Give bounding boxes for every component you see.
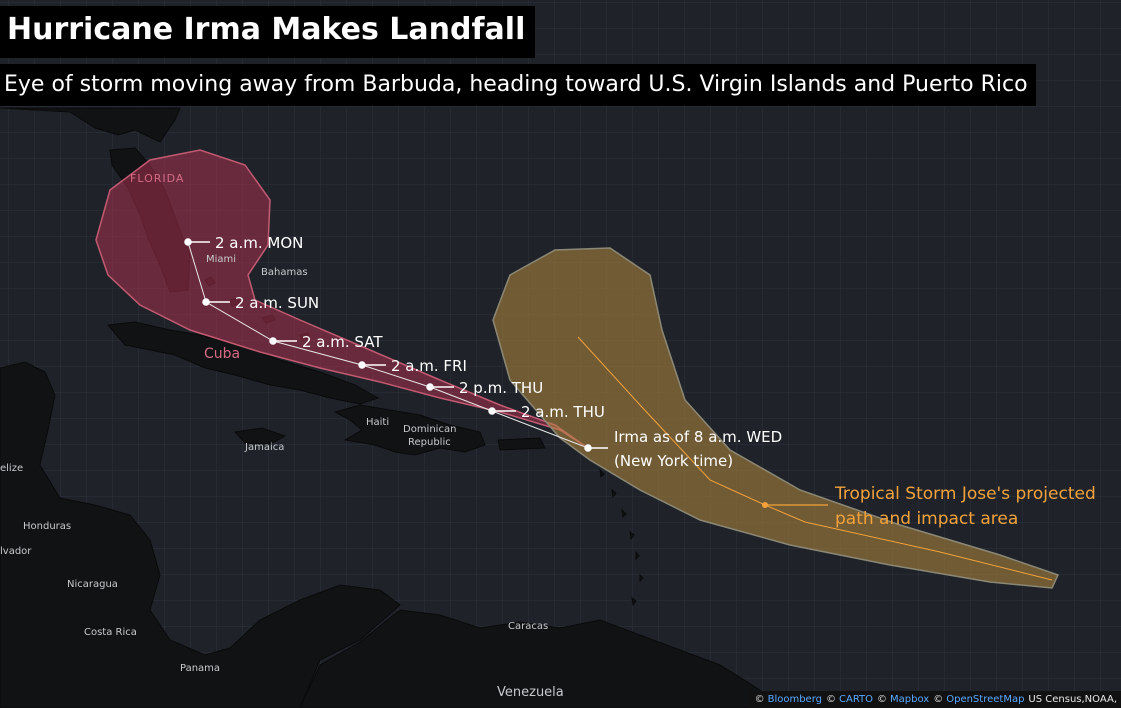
jamaica-land [233,427,287,445]
place-jamaica: Jamaica [244,442,284,453]
jose-label-line1: Tropical Storm Jose's projected [834,484,1096,504]
irma-point-mon [184,238,192,246]
copyright-symbol: © [826,694,836,705]
attribution-link-mapbox[interactable]: Mapbox [890,694,930,705]
jose-impact-cone [492,247,1060,589]
irma-label-sun: 2 a.m. SUN [235,294,319,312]
copyright-symbol: © [933,694,944,705]
copyright-symbol: © [754,694,765,705]
hispaniola-land [333,404,486,456]
place-caracas: Caracas [508,621,548,632]
place-el-salvador: lvador [0,546,32,557]
irma-point-sun [202,298,210,306]
place-dominican-2: Republic [408,437,451,448]
map-attribution: © Bloomberg © CARTO © Mapbox © OpenStreetMap US … [748,691,1121,708]
copyright-symbol: © [877,694,888,705]
puerto-rico-land [497,437,546,451]
irma-point-thu-pm [426,383,434,391]
place-bahamas: Bahamas [261,267,308,278]
map-subtitle: Eye of storm moving away from Barbuda, h… [0,64,1036,106]
irma-forecast-points [184,238,608,452]
irma-point-thu-am [488,407,496,415]
place-venezuela: Venezuela [497,685,564,700]
irma-current-timezone: (New York time) [614,452,733,470]
irma-point-sat [269,337,277,345]
attribution-link-bloomberg[interactable]: Bloomberg [767,694,822,705]
jose-track-point [762,502,768,508]
irma-label-fri: 2 a.m. FRI [391,357,467,375]
irma-impact-cone [95,149,589,449]
central-america-land [0,361,401,708]
south-america-land [299,609,781,708]
place-haiti: Haiti [366,417,389,428]
irma-label-mon: 2 a.m. MON [215,234,303,252]
place-dominican-1: Dominican [403,424,456,435]
irma-point-fri [358,361,366,369]
place-panama: Panama [180,663,220,674]
attribution-rest: US Census,NOAA, [1028,694,1117,705]
place-belize: elize [0,463,23,474]
irma-current-label: Irma as of 8 a.m. WED [614,428,782,446]
irma-current-position [584,444,592,452]
place-cuba: Cuba [204,346,240,362]
place-florida: FLORIDA [130,172,184,185]
place-costa-rica: Costa Rica [84,627,137,638]
lesser-antilles-land [599,468,644,607]
attribution-link-carto[interactable]: CARTO [839,694,874,705]
place-honduras: Honduras [23,521,71,532]
irma-label-thu-am: 2 a.m. THU [521,403,605,421]
place-miami: Miami [206,254,236,265]
irma-label-sat: 2 a.m. SAT [302,333,383,351]
jose-label-line2: path and impact area [835,509,1018,529]
map-title: Hurricane Irma Makes Landfall [0,6,536,58]
attribution-link-openstreetmap[interactable]: OpenStreetMap [946,694,1025,705]
place-nicaragua: Nicaragua [67,579,118,590]
cuba-land [107,321,380,405]
irma-label-thu-pm: 2 p.m. THU [459,379,543,397]
